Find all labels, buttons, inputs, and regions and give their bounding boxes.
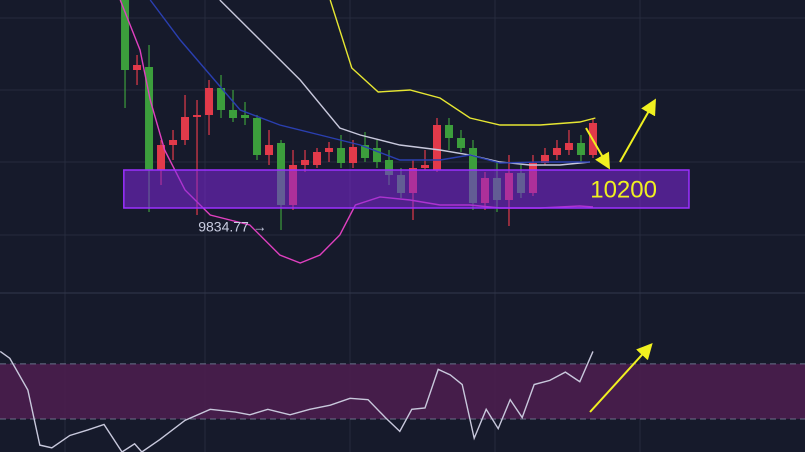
candle-body <box>385 160 394 175</box>
candle-body <box>373 148 382 162</box>
candle-body <box>169 140 178 145</box>
candle-body <box>540 155 549 163</box>
candle-body <box>145 67 154 170</box>
candle-body <box>181 117 190 140</box>
rsi-band <box>0 363 805 419</box>
candle-body <box>265 145 274 155</box>
indicator-line <box>119 0 594 264</box>
indicator-line <box>329 0 596 126</box>
candle-body <box>313 152 322 165</box>
zone-label: 10200 <box>590 176 657 203</box>
candle-body <box>325 148 334 152</box>
candle-body <box>121 0 130 70</box>
price-annotation: 9834.77 → <box>198 219 267 235</box>
candle-body <box>349 147 358 163</box>
candle-body <box>301 160 310 165</box>
candle-body <box>133 65 142 70</box>
price-pane: 10200 9834.77 → <box>119 0 690 264</box>
candle-body <box>241 115 250 118</box>
candle-body <box>157 145 166 170</box>
candle-body <box>217 88 226 110</box>
arrows <box>585 98 656 413</box>
candle-body <box>193 115 202 117</box>
candle-body <box>432 125 441 170</box>
candle-body <box>253 118 262 155</box>
candle-body <box>444 125 453 138</box>
rsi-pane <box>0 350 805 452</box>
candle-body <box>229 110 238 118</box>
support-zone <box>123 169 690 209</box>
candle-body <box>361 145 370 158</box>
candle-body <box>552 148 561 155</box>
candle-body <box>456 138 465 148</box>
candle-body <box>205 88 214 115</box>
candle-body <box>564 143 573 150</box>
indicator-line <box>149 0 590 164</box>
candle-body <box>576 143 585 155</box>
indicator-line <box>219 0 591 166</box>
candle-body <box>337 148 346 163</box>
rsi-line <box>0 350 594 452</box>
candle-body <box>420 165 429 168</box>
